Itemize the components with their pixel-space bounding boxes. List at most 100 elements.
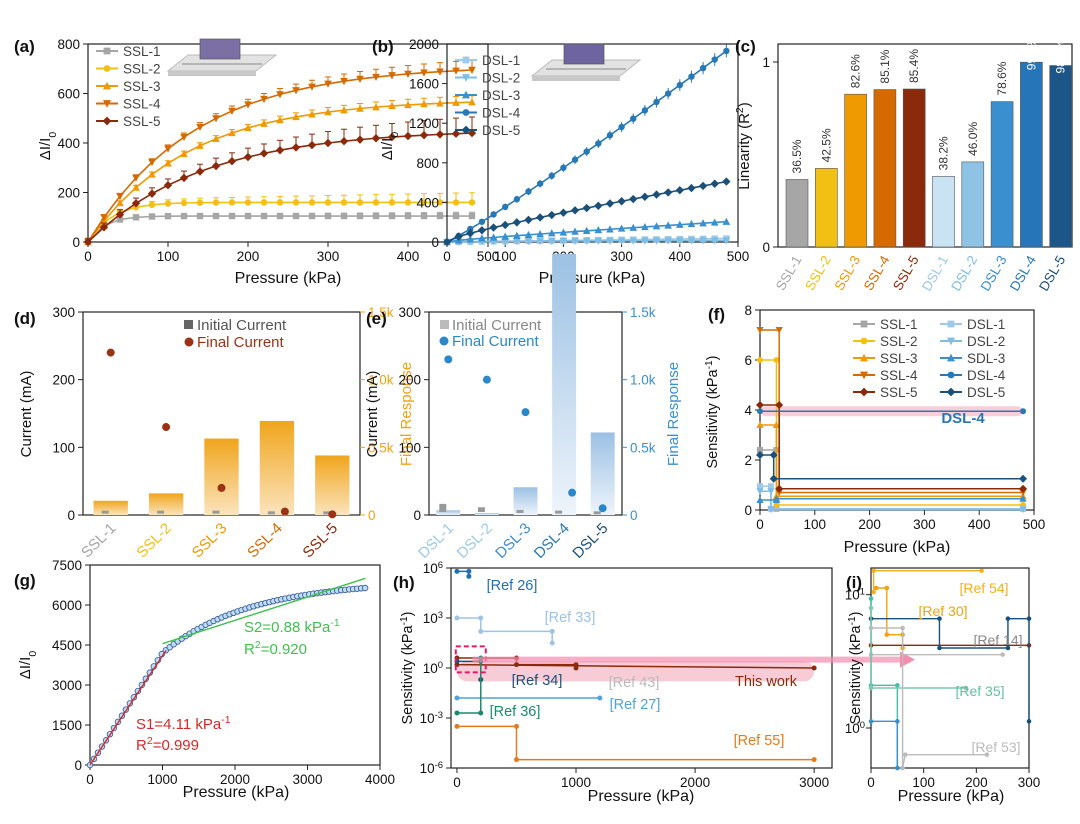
data-point [388,199,396,206]
label-part: Sensitivity (kPa [705,368,721,468]
data-point [275,146,285,155]
legend-label: SSL-3 [123,79,161,94]
legend-label: SSL-5 [123,114,161,129]
x-tick-label: SSL-4 [244,520,286,562]
panel-h: 0 1000 2000 300010-610-3100103106(h)Sensiti… [393,560,915,805]
data-point [308,212,316,220]
data-point [468,98,476,106]
y-axis-label: Sensitivity (kPa-1) [399,612,417,725]
data-point [462,74,470,82]
data-point [629,237,638,245]
y2-tick-label: 0 [368,508,376,523]
y-tick-label: 200 [52,373,75,388]
label-part: -1 [221,714,230,726]
x-tick-label: SSL-4 [861,253,893,293]
x-tick-label: DSL-5 [569,520,611,562]
data-point [148,201,156,209]
data-point [772,494,781,502]
x-tick-label: 3000 [799,775,829,790]
data-point [710,237,719,245]
fit-r2: R2=0.920 [244,639,307,658]
data-point [442,237,452,247]
data-point [452,98,460,106]
bar [315,455,350,515]
label-part: ΔI/I [17,657,34,680]
legend-label: DSL-4 [967,368,1006,383]
data-point [478,218,486,225]
data-point [757,483,763,490]
x-tick-label: DSL-3 [978,253,1010,294]
data-point [212,212,220,220]
panel-b: 01002003004005000400800120016002000(b)ΔI… [372,37,749,287]
label-part: 10 [423,611,438,626]
x-tick-label: SSL-2 [802,253,834,293]
data-point [148,170,156,178]
label-part: 0 [27,651,39,657]
data-point [617,224,626,232]
data-point [276,212,284,220]
label-part: 1 [860,586,865,597]
data-point [570,206,580,215]
x-tick-label: DSL-4 [1007,253,1039,294]
x-tick-label: DSL-2 [948,253,980,294]
ref-point [573,665,579,671]
bar-value-label: 36.5% [790,139,804,173]
bar [814,168,838,248]
data-point [340,106,348,114]
data-point [83,237,93,247]
data-point [179,173,189,183]
panel-f: 0 100 200 300 400 500 0 2 4 6 8 (f) Sensitivity (kPa… [704,303,1046,556]
x-tick-label: 1000 [147,772,177,787]
ref-label: [Ref 14] [973,632,1022,648]
data-point [629,194,638,204]
y-tick-label: 7500 [52,558,82,573]
data-point [420,100,428,108]
ref-point [871,589,876,595]
y-axis-label: Current (mA) [18,371,35,458]
fit-line-1 [89,649,167,766]
bar [513,487,538,515]
series-line [760,424,1024,497]
label-part: 3 [438,610,443,621]
ref-point [902,752,908,757]
data-point [339,136,349,146]
legend-label: DSL-1 [482,53,520,68]
bar [552,253,577,515]
y-tick-label: 0 [431,235,439,250]
ref-point [1026,719,1032,724]
fit-line-2 [162,577,366,645]
data-point [461,125,471,135]
data-point [756,488,764,496]
data-point [559,237,568,246]
data-point [773,502,780,508]
y2-tick-label: 0.5k [368,440,394,455]
ref-point [478,628,484,634]
data-point [757,447,763,453]
data-point [276,116,284,124]
y2-tick-label: 1.0k [368,373,394,388]
panel-d: 0 100 200 300 0 0.5k 1.0k 1.5k (d) Current (mA) Fi… [14,305,415,561]
y-axis-label: Sensitivity (kPa-1) [847,612,865,725]
final-current-point [217,483,226,492]
data-point [676,237,684,245]
y-tick-label: 400 [57,136,80,151]
data-point [388,101,396,110]
legend-label: DSL-5 [967,385,1005,400]
x-tick-label: 500 [727,249,750,264]
data-point [371,134,381,143]
data-point [116,192,124,201]
data-point [559,208,568,217]
x-tick-label: 400 [397,249,420,264]
x-axis-label: Pressure (kPa) [235,270,342,287]
data-point [436,212,444,220]
data-point [524,237,533,246]
y-axis-label: ΔI/I0 [37,132,59,161]
x-tick-label: SSL-2 [133,520,175,562]
data-point [403,131,413,141]
data-point [775,484,784,493]
y-tick-label: 300 [52,305,75,320]
fit-r2: R2=0.999 [136,735,199,754]
initial-current-bar [157,510,165,514]
data-point [292,212,300,220]
bar-value-label: 98.1% [1054,39,1068,73]
